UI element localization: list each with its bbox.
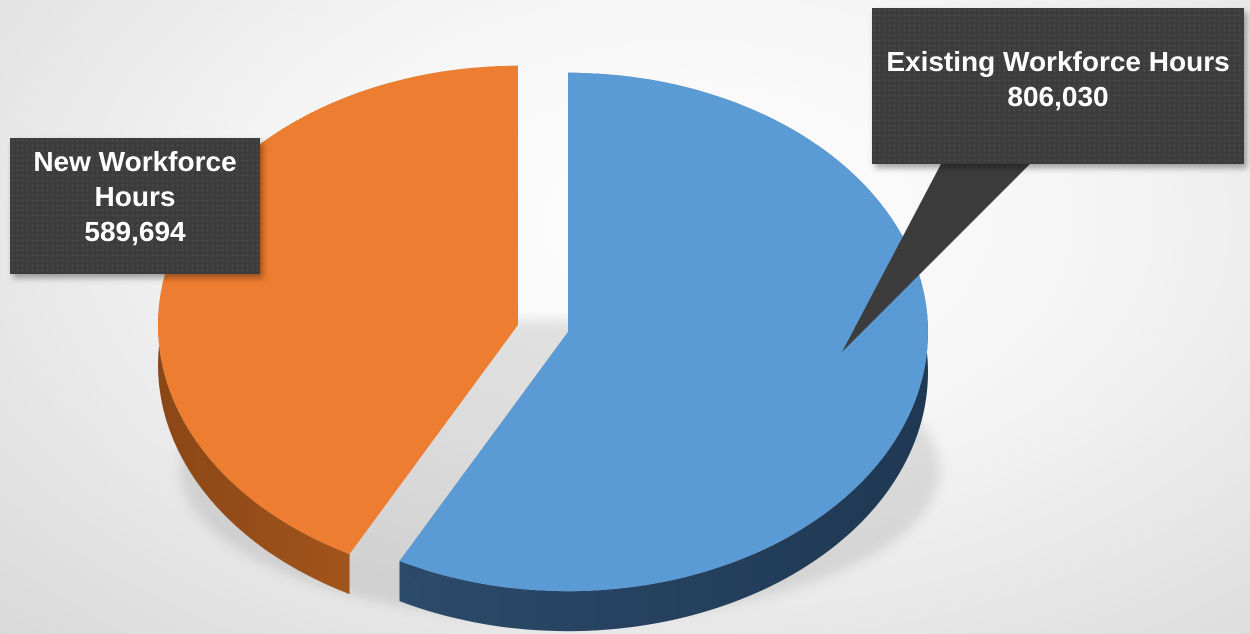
- data-label-existing-line1: Existing Workforce Hours: [886, 46, 1230, 77]
- pie-slice-existing-workforce: [399, 72, 929, 592]
- data-label-new-line2: Hours: [94, 181, 176, 212]
- data-label-new-workforce: New Workforce Hours 589,694: [10, 138, 260, 274]
- data-label-new-line1: New Workforce: [33, 146, 237, 177]
- data-label-new-value: 589,694: [84, 216, 186, 247]
- callout-pointer-existing: [842, 162, 1032, 352]
- data-label-existing-workforce: Existing Workforce Hours 806,030: [872, 8, 1244, 164]
- data-label-existing-value: 806,030: [1007, 81, 1109, 112]
